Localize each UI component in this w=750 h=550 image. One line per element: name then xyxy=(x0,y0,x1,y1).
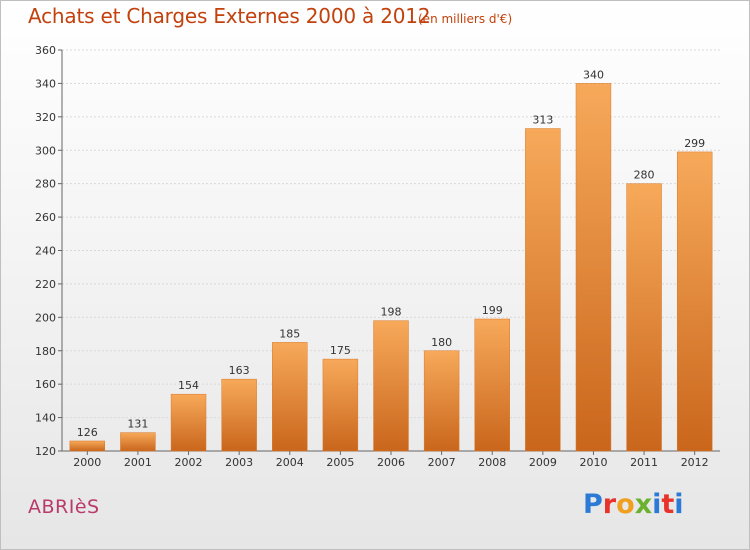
logo-letter: x xyxy=(634,489,653,520)
bar-2008 xyxy=(474,318,510,452)
bar-value-label: 154 xyxy=(178,379,199,392)
bar-value-label: 299 xyxy=(684,137,705,150)
bar-2009 xyxy=(525,128,561,452)
bar-2004 xyxy=(272,342,308,452)
bar-2001 xyxy=(120,432,156,452)
bar-value-label: 163 xyxy=(229,364,250,377)
bar-2003 xyxy=(221,378,257,452)
place-name: ABRIèS xyxy=(28,496,100,518)
logo-letter: i xyxy=(674,489,684,520)
y-tick-label: 240 xyxy=(35,245,56,258)
logo-letter: P xyxy=(583,489,603,520)
x-tick-label: 2012 xyxy=(681,456,709,469)
bar-2007 xyxy=(423,350,460,452)
logo-letter: r xyxy=(602,489,617,520)
bar-2005 xyxy=(322,358,359,452)
y-tick-label: 340 xyxy=(35,77,56,90)
chart-subtitle: (en milliers d'€) xyxy=(418,12,513,26)
logo-letter: o xyxy=(616,489,635,520)
y-tick-label: 120 xyxy=(35,445,56,458)
y-tick-label: 180 xyxy=(35,345,56,358)
bar-value-label: 175 xyxy=(330,344,351,357)
proxiti-logo: Proxiti xyxy=(583,489,684,520)
bar-value-label: 126 xyxy=(77,426,98,439)
x-tick-label: 2005 xyxy=(326,456,354,469)
y-tick-label: 160 xyxy=(35,378,56,391)
x-tick-label: 2007 xyxy=(428,456,456,469)
bar-2012 xyxy=(676,151,713,452)
bar-value-label: 199 xyxy=(482,304,503,317)
bar-2006 xyxy=(373,320,409,452)
y-tick-label: 300 xyxy=(35,144,56,157)
bar-value-label: 280 xyxy=(634,169,655,182)
x-tick-label: 2003 xyxy=(225,456,253,469)
logo-letter: i xyxy=(652,489,662,520)
y-tick-label: 360 xyxy=(35,44,56,57)
bar-value-label: 180 xyxy=(431,336,452,349)
bar-value-label: 313 xyxy=(532,114,553,127)
x-tick-label: 2011 xyxy=(630,456,658,469)
bar-2002 xyxy=(170,393,207,452)
x-tick-label: 2009 xyxy=(529,456,557,469)
bar-value-label: 340 xyxy=(583,68,604,81)
x-tick-label: 2006 xyxy=(377,456,405,469)
bar-value-label: 131 xyxy=(127,418,148,431)
x-tick-label: 2010 xyxy=(579,456,607,469)
y-tick-label: 200 xyxy=(35,311,56,324)
x-tick-label: 2001 xyxy=(124,456,152,469)
bar-2010 xyxy=(575,83,612,452)
y-tick-label: 280 xyxy=(35,178,56,191)
bar-2000 xyxy=(69,440,106,452)
x-tick-label: 2004 xyxy=(276,456,304,469)
bar-2011 xyxy=(626,183,662,452)
y-tick-label: 320 xyxy=(35,111,56,124)
y-tick-label: 140 xyxy=(35,412,56,425)
y-tick-label: 260 xyxy=(35,211,56,224)
x-tick-label: 2008 xyxy=(478,456,506,469)
y-tick-label: 220 xyxy=(35,278,56,291)
chart-title: Achats et Charges Externes 2000 à 2012 xyxy=(28,4,431,28)
x-tick-label: 2000 xyxy=(73,456,101,469)
logo-letter: t xyxy=(661,489,675,520)
x-tick-label: 2002 xyxy=(175,456,203,469)
bar-value-label: 185 xyxy=(279,327,300,340)
bar-value-label: 198 xyxy=(381,306,402,319)
